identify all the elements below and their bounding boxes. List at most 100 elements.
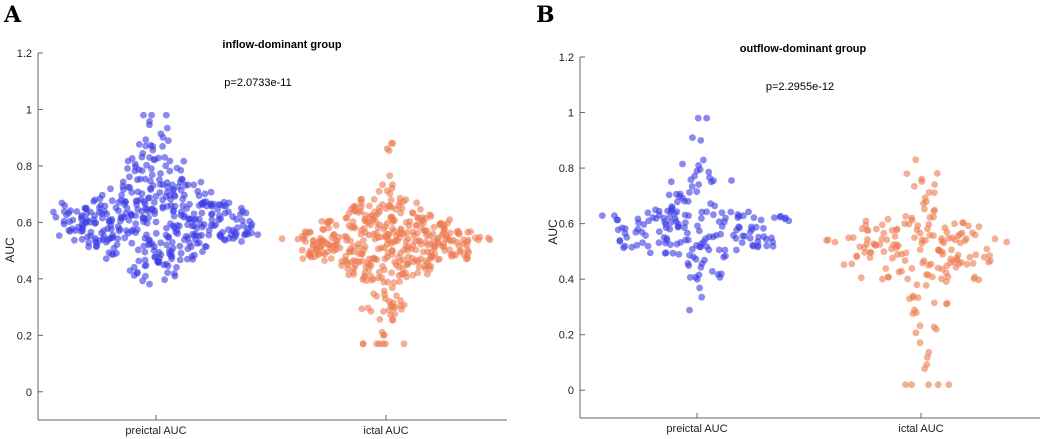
data-point (107, 222, 115, 229)
data-point (220, 198, 228, 206)
data-point (613, 216, 621, 224)
data-point (383, 235, 391, 242)
data-point (430, 237, 437, 245)
data-point (866, 254, 874, 261)
data-point (71, 236, 78, 244)
data-point (130, 272, 138, 279)
data-point (143, 231, 150, 239)
data-point (398, 230, 406, 237)
data-point (376, 316, 384, 323)
data-point (327, 255, 335, 262)
data-point (107, 185, 114, 193)
data-point (60, 220, 68, 228)
data-point (353, 257, 361, 265)
data-point (435, 240, 442, 248)
data-point (359, 276, 367, 283)
data-point (126, 267, 134, 274)
data-point (161, 154, 169, 161)
data-point (691, 172, 698, 180)
data-point (128, 211, 136, 219)
data-point (695, 162, 702, 169)
data-point (398, 204, 406, 212)
data-point (198, 209, 206, 217)
data-point (132, 163, 140, 171)
data-point (379, 201, 386, 208)
data-point (639, 239, 646, 247)
data-point (1003, 238, 1011, 246)
data-point (914, 222, 922, 229)
data-point (681, 211, 689, 219)
data-point (50, 208, 57, 216)
y-tick-label: 0 (26, 387, 32, 399)
data-point (108, 197, 116, 205)
data-point (824, 236, 832, 244)
y-tick-label: 0.2 (17, 330, 32, 342)
data-point (124, 165, 131, 172)
data-point (662, 220, 670, 228)
data-point (413, 221, 421, 229)
data-point (358, 305, 366, 313)
data-point (685, 262, 693, 269)
data-points (598, 114, 1011, 389)
data-point (366, 202, 373, 210)
data-point (104, 236, 112, 244)
data-point (831, 238, 839, 246)
data-point (954, 232, 962, 240)
data-point (414, 269, 422, 277)
data-point (721, 246, 729, 254)
data-point (464, 228, 472, 236)
data-point (710, 211, 717, 219)
data-point (633, 241, 641, 249)
data-point (849, 234, 857, 242)
data-point (934, 381, 942, 389)
data-point (161, 276, 169, 284)
data-point (923, 271, 930, 279)
data-point (644, 242, 652, 250)
data-point (698, 293, 706, 301)
data-point (386, 172, 394, 180)
data-point (126, 184, 134, 191)
data-point (176, 242, 184, 250)
data-point (708, 268, 716, 275)
data-point (171, 192, 179, 200)
data-point (738, 239, 746, 247)
data-point (170, 186, 177, 194)
data-point (963, 260, 971, 268)
data-point (404, 260, 412, 267)
data-point (117, 217, 124, 225)
x-tick-label: preictal AUC (125, 425, 186, 437)
data-point (239, 207, 247, 215)
data-point (669, 249, 677, 257)
data-point (916, 246, 924, 254)
data-point (912, 156, 920, 164)
data-point (115, 199, 123, 206)
data-point (426, 232, 433, 240)
data-point (925, 221, 933, 228)
data-point (908, 265, 916, 272)
data-point (336, 244, 344, 252)
data-point (163, 124, 171, 132)
data-point (405, 222, 413, 230)
data-point (972, 251, 980, 259)
data-point (197, 178, 205, 186)
data-point (916, 339, 924, 347)
data-point (931, 206, 938, 214)
data-point (146, 194, 153, 202)
data-point (906, 295, 913, 302)
data-point (464, 246, 471, 254)
data-point (102, 255, 110, 262)
data-point (383, 240, 391, 248)
data-point (121, 200, 128, 208)
data-point (134, 246, 142, 254)
data-point (623, 233, 631, 241)
data-point (930, 299, 938, 307)
data-point (83, 204, 90, 212)
data-point (243, 228, 250, 236)
data-point (948, 234, 956, 242)
data-point (162, 162, 170, 170)
data-point (321, 257, 328, 264)
data-point (883, 236, 891, 244)
data-point (427, 213, 435, 220)
y-axis: 0 0.2 0.4 0.6 0.8 1 1.2 (559, 52, 585, 397)
